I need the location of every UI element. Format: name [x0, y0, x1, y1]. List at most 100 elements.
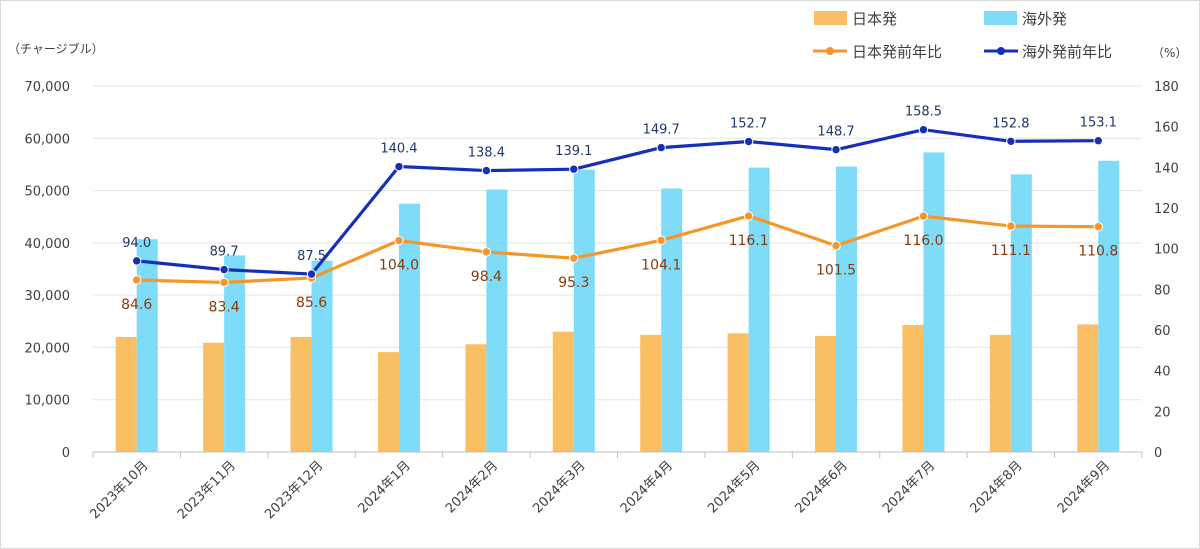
marker-overseas-yoy	[1093, 135, 1103, 146]
legend-label-japan-yoy: 日本発前年比	[852, 43, 942, 61]
bar-overseas	[398, 203, 420, 452]
bar-overseas	[136, 239, 158, 452]
data-label-overseas-yoy: 89.7	[210, 245, 239, 260]
legend: 日本発 海外発 日本発前年比 海外発前年比	[813, 10, 1112, 61]
bar-overseas	[923, 152, 945, 452]
bar-overseas	[836, 166, 858, 452]
right-axis-tick-label: 100	[1154, 243, 1179, 258]
right-axis-tick-label: 0	[1154, 446, 1162, 461]
data-label-japan-yoy: 110.8	[1078, 244, 1118, 260]
x-axis-tick-label: 2024年6月	[793, 458, 851, 516]
x-axis-tick-label: 2024年4月	[618, 458, 676, 516]
marker-japan-yoy	[481, 247, 492, 257]
marker-japan-yoy	[394, 235, 404, 246]
marker-japan-yoy	[831, 240, 841, 251]
right-axis-unit: （%）	[1152, 46, 1187, 60]
data-label-overseas-yoy: 94.0	[122, 236, 151, 251]
x-axis-tick-label: 2024年7月	[880, 458, 938, 516]
bar-overseas	[224, 255, 246, 452]
data-label-japan-yoy: 104.1	[641, 257, 681, 273]
bar-japan	[1077, 324, 1099, 452]
x-axis-tick-label: 2024年9月	[1055, 458, 1113, 516]
bar-overseas	[573, 169, 595, 452]
bar-overseas	[748, 167, 770, 452]
marker-overseas-yoy	[219, 264, 229, 275]
marker-overseas-yoy	[394, 161, 404, 172]
data-label-japan-yoy: 85.6	[296, 295, 327, 311]
bar-japan	[902, 324, 924, 452]
right-axis-tick-label: 20	[1154, 405, 1171, 420]
marker-overseas-yoy	[1006, 136, 1016, 147]
marker-overseas-yoy	[743, 136, 754, 147]
x-axis-tick-label: 2024年5月	[705, 458, 763, 516]
marker-japan-yoy	[1006, 221, 1016, 231]
right-axis-tick-label: 60	[1154, 324, 1171, 339]
bar-japan	[815, 335, 837, 452]
axes: 0 10,000 20,000 30,000 40,000 50,000 60,000 70,…	[25, 80, 1179, 522]
marker-overseas-yoy	[918, 125, 929, 135]
bar-japan	[290, 336, 312, 452]
x-axis-tick-label: 2023年10月	[87, 458, 151, 522]
bar-japan	[465, 344, 487, 452]
data-label-japan-yoy: 116.0	[903, 233, 943, 249]
legend-label-overseas-yoy: 海外発前年比	[1022, 43, 1112, 61]
data-label-overseas-yoy: 140.4	[380, 142, 417, 157]
legend-swatch-overseas	[984, 11, 1017, 25]
marker-japan-yoy	[918, 211, 929, 221]
x-axis-tick-label: 2023年12月	[262, 458, 326, 522]
marker-japan-yoy	[569, 253, 579, 263]
data-label-japan-yoy: 95.3	[558, 275, 589, 291]
x-axis-tick-label: 2024年3月	[530, 458, 588, 516]
left-axis-tick-label: 20,000	[25, 341, 71, 356]
marker-japan-yoy	[1093, 222, 1103, 232]
legend-label-japan: 日本発	[852, 10, 897, 28]
data-label-japan-yoy: 101.5	[816, 263, 856, 279]
line-japan-yoy	[136, 214, 1099, 285]
bar-japan	[727, 333, 749, 452]
bar-overseas	[1098, 160, 1120, 453]
marker-overseas-yoy	[831, 144, 841, 155]
bar-japan	[640, 334, 662, 452]
data-label-japan-yoy: 104.0	[379, 258, 419, 274]
data-label-overseas-yoy: 152.8	[992, 116, 1029, 131]
data-labels: 84.6 83.4 85.6 104.0 98.4 95.3 104.1 116.1 101.5…	[121, 105, 1118, 316]
marker-japan-yoy	[219, 277, 229, 288]
bar-japan	[989, 334, 1011, 452]
x-axis-tick-label: 2024年8月	[967, 458, 1025, 516]
right-axis-tick-label: 140	[1154, 161, 1179, 176]
data-label-overseas-yoy: 149.7	[643, 123, 680, 138]
marker-overseas-yoy	[569, 164, 579, 174]
line-overseas-yoy	[136, 128, 1099, 276]
right-axis-tick-label: 120	[1154, 202, 1179, 217]
marker-overseas-yoy	[132, 256, 142, 266]
left-axis-tick-label: 70,000	[25, 80, 71, 95]
data-label-overseas-yoy: 87.5	[297, 249, 326, 264]
legend-marker-japan-yoy	[826, 47, 834, 55]
marker-overseas-yoy	[306, 269, 317, 279]
bar-japan	[377, 352, 399, 452]
left-axis-unit: （チャージブル）	[8, 41, 104, 56]
data-label-japan-yoy: 111.1	[991, 243, 1031, 259]
data-label-overseas-yoy: 139.1	[555, 144, 592, 159]
data-label-japan-yoy: 83.4	[209, 299, 240, 315]
x-axis-tick-label: 2024年1月	[356, 458, 414, 516]
marker-overseas-yoy	[481, 165, 492, 176]
left-axis-tick-label: 10,000	[25, 394, 71, 409]
data-label-overseas-yoy: 158.5	[905, 105, 942, 120]
left-axis-tick-label: 50,000	[25, 185, 71, 200]
legend-swatch-japan	[814, 11, 847, 25]
bar-japan	[552, 331, 574, 452]
right-axis-tick-label: 40	[1154, 365, 1171, 380]
line-series	[132, 125, 1103, 288]
marker-japan-yoy	[656, 235, 666, 246]
data-label-overseas-yoy: 138.4	[468, 146, 505, 161]
data-label-overseas-yoy: 153.1	[1080, 116, 1117, 131]
x-axis-tick-label: 2023年11月	[175, 458, 239, 522]
bar-overseas	[486, 189, 508, 453]
right-axis-tick-label: 80	[1154, 283, 1171, 298]
legend-marker-overseas-yoy	[997, 47, 1005, 55]
legend-label-overseas: 海外発	[1022, 10, 1067, 28]
left-axis-tick-label: 40,000	[25, 237, 71, 252]
left-axis-tick-label: 0	[62, 446, 70, 461]
data-label-japan-yoy: 116.1	[729, 233, 769, 249]
